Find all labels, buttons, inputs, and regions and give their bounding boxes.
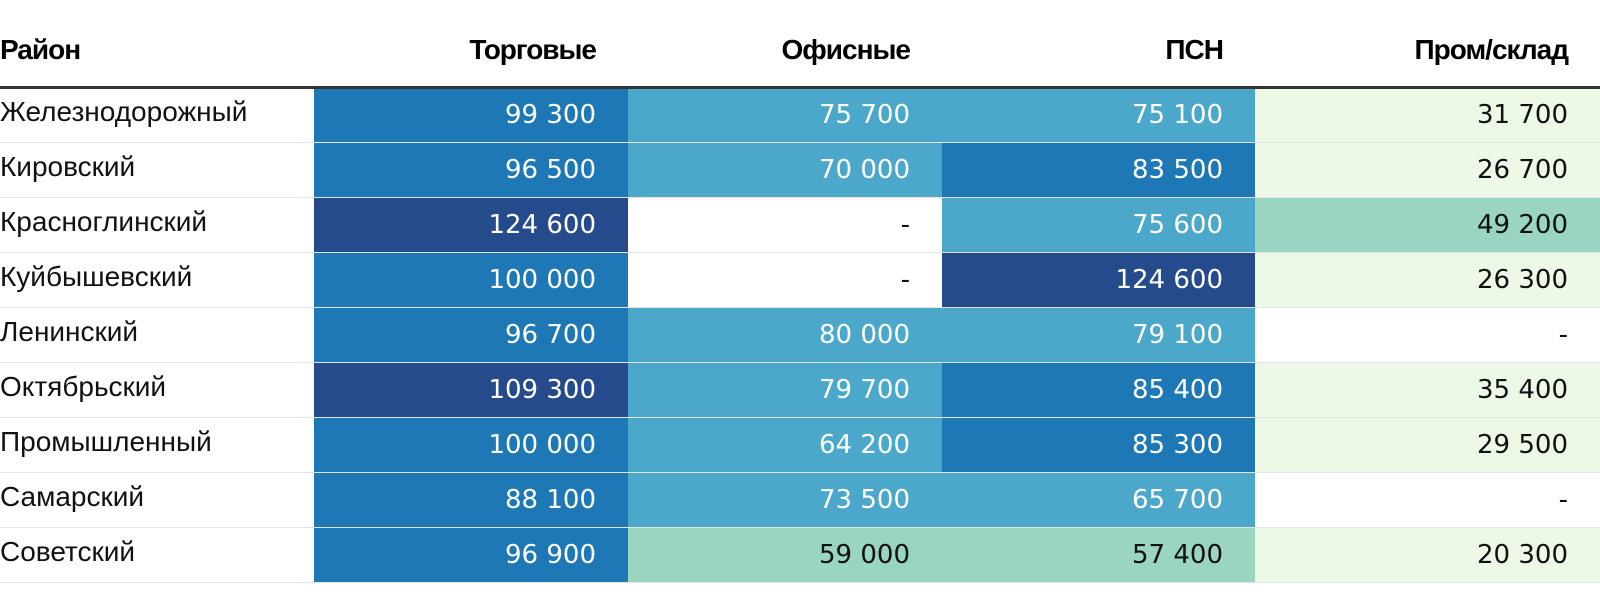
cell-retail: 96 500 <box>314 142 628 198</box>
cell-office: 59 000 <box>628 527 942 583</box>
cell-retail: 109 300 <box>314 362 628 418</box>
cell-psn: 79 100 <box>942 307 1255 363</box>
district-name: Промышленный <box>0 417 314 473</box>
table-row: Кировский 96 500 70 000 83 500 26 700 <box>0 142 1600 198</box>
cell-retail: 96 900 <box>314 527 628 583</box>
table-header: Район Торговые Офисные ПСН Пром/склад <box>0 0 1600 89</box>
column-header-retail: Торговые <box>314 0 628 89</box>
table-row: Красноглинский 124 600-75 600 49 200 <box>0 197 1600 253</box>
cell-psn: 124 600 <box>942 252 1255 308</box>
cell-psn: 57 400 <box>942 527 1255 583</box>
cell-psn: 83 500 <box>942 142 1255 198</box>
heatmap-table: Район Торговые Офисные ПСН Пром/склад Же… <box>0 0 1600 583</box>
table-row: Куйбышевский 100 000-124 600 26 300 <box>0 252 1600 308</box>
cell-retail: 100 000 <box>314 417 628 473</box>
cell-office: 80 000 <box>628 307 942 363</box>
column-header-psn: ПСН <box>942 0 1255 89</box>
cell-retail: 88 100 <box>314 472 628 528</box>
column-header-industrial: Пром/склад <box>1255 0 1600 89</box>
column-header-district: Район <box>0 0 314 89</box>
column-header-office: Офисные <box>628 0 942 89</box>
district-name: Кировский <box>0 142 314 198</box>
cell-industrial: 31 700 <box>1255 87 1600 143</box>
table-row: Железнодорожный 99 300 75 700 75 100 31 700 <box>0 87 1600 143</box>
cell-industrial: 20 300 <box>1255 527 1600 583</box>
cell-psn: 85 400 <box>942 362 1255 418</box>
table-row: Октябрьский 109 300 79 700 85 400 35 400 <box>0 362 1600 418</box>
district-name: Самарский <box>0 472 314 528</box>
cell-office: - <box>628 197 942 253</box>
cell-industrial: 26 300 <box>1255 252 1600 308</box>
cell-psn: 65 700 <box>942 472 1255 528</box>
cell-office: 64 200 <box>628 417 942 473</box>
cell-industrial: 29 500 <box>1255 417 1600 473</box>
cell-psn: 75 100 <box>942 87 1255 143</box>
table-body: Железнодорожный 99 300 75 700 75 100 31 700 К… <box>0 87 1600 583</box>
district-name: Советский <box>0 527 314 583</box>
cell-industrial: 35 400 <box>1255 362 1600 418</box>
cell-office: 73 500 <box>628 472 942 528</box>
cell-industrial: - <box>1255 472 1600 528</box>
cell-psn: 85 300 <box>942 417 1255 473</box>
cell-retail: 96 700 <box>314 307 628 363</box>
cell-office: 75 700 <box>628 87 942 143</box>
cell-office: 79 700 <box>628 362 942 418</box>
district-name: Ленинский <box>0 307 314 363</box>
cell-retail: 99 300 <box>314 87 628 143</box>
cell-office: 70 000 <box>628 142 942 198</box>
district-name: Красноглинский <box>0 197 314 253</box>
header-row: Район Торговые Офисные ПСН Пром/склад <box>0 0 1600 89</box>
district-name: Железнодорожный <box>0 87 314 143</box>
table-row: Ленинский 96 700 80 000 79 100- <box>0 307 1600 363</box>
table-row: Самарский 88 100 73 500 65 700- <box>0 472 1600 528</box>
table-row: Советский 96 900 59 000 57 400 20 300 <box>0 527 1600 583</box>
district-name: Куйбышевский <box>0 252 314 308</box>
cell-industrial: 49 200 <box>1255 197 1600 253</box>
cell-psn: 75 600 <box>942 197 1255 253</box>
cell-industrial: - <box>1255 307 1600 363</box>
cell-retail: 100 000 <box>314 252 628 308</box>
cell-retail: 124 600 <box>314 197 628 253</box>
district-name: Октябрьский <box>0 362 314 418</box>
table-row: Промышленный 100 000 64 200 85 300 29 500 <box>0 417 1600 473</box>
cell-industrial: 26 700 <box>1255 142 1600 198</box>
cell-office: - <box>628 252 942 308</box>
